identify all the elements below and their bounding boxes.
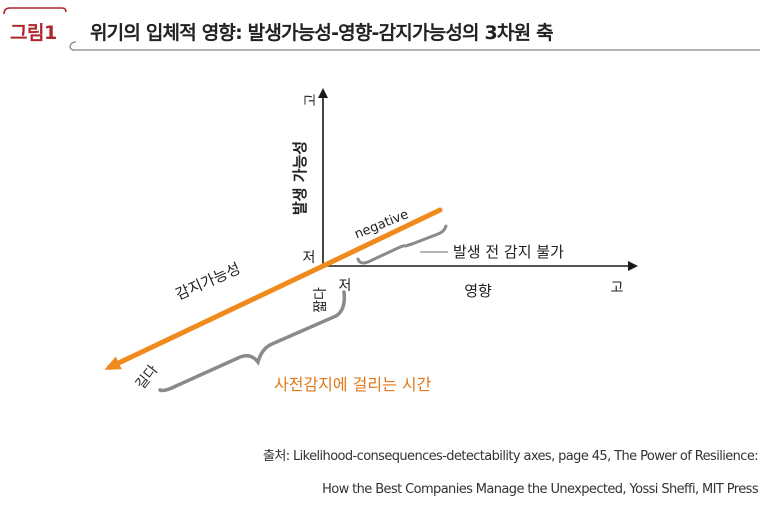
detectability-axis-line [104, 263, 325, 371]
detectability-short-label: 짧다 [313, 287, 329, 313]
source-text-1: Likelihood-consequences-detectability ax… [293, 449, 759, 464]
detectability-long-label: 길다 [133, 362, 162, 392]
x-axis-low-label: 저 [339, 278, 352, 294]
y-axis-title: 발생 가능성 [291, 141, 309, 215]
source-text-2: How the Best Companies Manage the Unexpe… [322, 482, 759, 497]
figure-tag-frame [3, 7, 67, 15]
source-prefix: 출처: [262, 449, 290, 464]
figure-title: 위기의 입체적 영향: 발생가능성-영향-감지가능성의 3차원 축 [90, 22, 554, 44]
y-axis-low-label: 저 [303, 250, 316, 266]
undetected-brace [356, 224, 448, 265]
detection-time-brace [158, 290, 347, 393]
source-line-1: 출처: Likelihood-consequences-detectabilit… [18, 440, 759, 473]
x-axis-high-label: 고 [611, 280, 624, 296]
detectability-axis-title: 감지가능성 [173, 259, 243, 304]
diagram-area: 고 발생 가능성 저 저 영향 고 negative 발생 전 감지 불가 감지… [0, 60, 770, 440]
header-rule [69, 41, 760, 51]
figure-tag-label: 그림1 [10, 22, 57, 44]
y-axis-high-label: 고 [303, 93, 319, 106]
undetected-label: 발생 전 감지 불가 [453, 243, 564, 261]
negative-segment [320, 207, 443, 269]
source-credit: 출처: Likelihood-consequences-detectabilit… [18, 440, 759, 506]
figure-header: 그림1 위기의 입체적 영향: 발생가능성-영향-감지가능성의 3차원 축 [0, 0, 770, 60]
diagram-svg: 고 발생 가능성 저 저 영향 고 negative 발생 전 감지 불가 감지… [104, 88, 638, 394]
detection-time-label: 사전감지에 걸리는 시간 [274, 375, 432, 394]
x-axis-title: 영향 [464, 282, 492, 300]
